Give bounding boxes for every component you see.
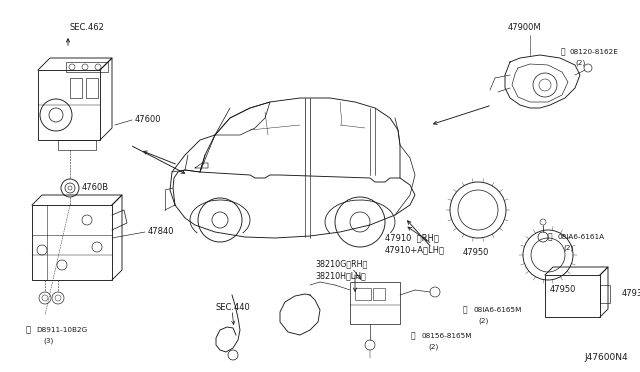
Text: 47931M: 47931M [622,289,640,298]
Bar [545,275,600,317]
Bar [58,140,96,150]
Bar [38,70,100,140]
Text: 47910+A〈LH〉: 47910+A〈LH〉 [385,246,445,254]
Text: Ⓝ: Ⓝ [26,326,31,334]
Text: 08IA6-6165M: 08IA6-6165M [473,307,522,313]
Bar [600,285,610,303]
Text: 47950: 47950 [463,248,490,257]
Text: SEC.440: SEC.440 [216,302,251,311]
Text: (2): (2) [563,245,573,251]
Text: J47600N4: J47600N4 [584,353,628,362]
Bar [86,78,98,98]
Text: D8911-10B2G: D8911-10B2G [36,327,87,333]
Text: (2): (2) [575,60,585,66]
Text: 47900M: 47900M [508,23,541,32]
Text: 08IA6-6161A: 08IA6-6161A [558,234,605,240]
Bar [66,62,108,72]
Text: 47910  〈RH〉: 47910 〈RH〉 [385,234,439,243]
Text: Ⓒ: Ⓒ [561,48,565,57]
Text: 47840: 47840 [148,228,175,237]
Bar [355,288,371,300]
Text: 47950: 47950 [550,285,577,294]
Text: 47600: 47600 [135,115,161,125]
Text: Ⓒ: Ⓒ [548,232,552,241]
Bar [373,288,385,300]
Text: SEC.462: SEC.462 [70,23,105,32]
Bar [70,78,82,98]
Text: 38210G〈RH〉: 38210G〈RH〉 [315,260,367,269]
Text: 08156-8165M: 08156-8165M [421,333,472,339]
Text: (2): (2) [478,318,488,324]
Text: 38210H〈LH〉: 38210H〈LH〉 [315,272,365,280]
Text: Ⓒ: Ⓒ [411,331,415,340]
Text: 08120-8162E: 08120-8162E [570,49,619,55]
Bar [350,282,400,324]
Text: Ⓒ: Ⓒ [463,305,467,314]
Bar [32,205,112,280]
Text: (2): (2) [428,344,438,350]
Text: (3): (3) [43,338,53,344]
Text: 4760B: 4760B [82,183,109,192]
